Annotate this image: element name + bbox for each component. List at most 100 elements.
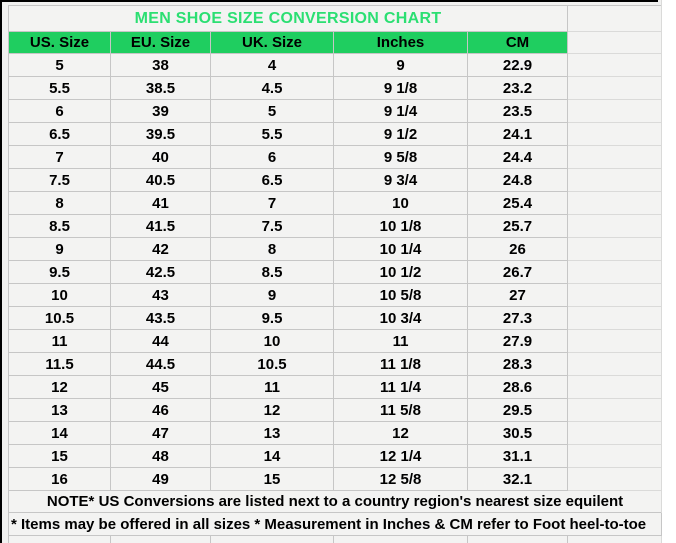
table-cell[interactable]: 24.1 xyxy=(468,123,568,146)
table-cell[interactable]: 42 xyxy=(111,238,211,261)
table-cell[interactable]: 27.3 xyxy=(468,307,568,330)
table-cell[interactable]: 13 xyxy=(211,422,334,445)
table-cell[interactable]: 49 xyxy=(111,468,211,491)
table-cell[interactable]: 8 xyxy=(9,192,111,215)
table-cell[interactable]: 4 xyxy=(211,54,334,77)
table-cell[interactable]: 9 5/8 xyxy=(334,146,468,169)
column-header[interactable]: EU. Size xyxy=(111,32,211,54)
table-cell[interactable]: 11 5/8 xyxy=(334,399,468,422)
table-cell[interactable]: 48 xyxy=(111,445,211,468)
empty-cell[interactable] xyxy=(568,376,662,399)
table-cell[interactable]: 5.5 xyxy=(9,77,111,100)
table-cell[interactable]: 9.5 xyxy=(9,261,111,284)
table-cell[interactable]: 16 xyxy=(9,468,111,491)
table-cell[interactable]: 9.5 xyxy=(211,307,334,330)
empty-cell[interactable] xyxy=(568,422,662,445)
table-cell[interactable]: 32.1 xyxy=(468,468,568,491)
empty-cell[interactable] xyxy=(9,536,111,543)
table-cell[interactable]: 14 xyxy=(211,445,334,468)
table-cell[interactable]: 7.5 xyxy=(9,169,111,192)
table-cell[interactable]: 12 1/4 xyxy=(334,445,468,468)
empty-cell[interactable] xyxy=(568,146,662,169)
table-cell[interactable]: 11 xyxy=(9,330,111,353)
table-cell[interactable]: 9 1/4 xyxy=(334,100,468,123)
table-cell[interactable]: 9 1/2 xyxy=(334,123,468,146)
table-cell[interactable]: 28.3 xyxy=(468,353,568,376)
empty-cell[interactable] xyxy=(468,536,568,543)
table-cell[interactable]: 23.5 xyxy=(468,100,568,123)
table-cell[interactable]: 10.5 xyxy=(211,353,334,376)
table-cell[interactable]: 10 5/8 xyxy=(334,284,468,307)
table-cell[interactable]: 13 xyxy=(9,399,111,422)
table-cell[interactable]: 15 xyxy=(211,468,334,491)
column-header[interactable]: UK. Size xyxy=(211,32,334,54)
empty-cell[interactable] xyxy=(568,238,662,261)
table-cell[interactable]: 15 xyxy=(9,445,111,468)
table-cell[interactable]: 7 xyxy=(9,146,111,169)
table-cell[interactable]: 12 xyxy=(9,376,111,399)
empty-cell[interactable] xyxy=(568,6,662,32)
empty-cell[interactable] xyxy=(211,536,334,543)
column-header[interactable]: CM xyxy=(468,32,568,54)
empty-cell[interactable] xyxy=(568,353,662,376)
table-cell[interactable]: 10.5 xyxy=(9,307,111,330)
empty-cell[interactable] xyxy=(568,468,662,491)
table-cell[interactable]: 47 xyxy=(111,422,211,445)
table-cell[interactable]: 11 xyxy=(334,330,468,353)
table-cell[interactable]: 4.5 xyxy=(211,77,334,100)
empty-cell[interactable] xyxy=(111,536,211,543)
table-cell[interactable]: 9 xyxy=(211,284,334,307)
table-cell[interactable]: 10 1/8 xyxy=(334,215,468,238)
table-cell[interactable]: 9 1/8 xyxy=(334,77,468,100)
empty-cell[interactable] xyxy=(568,77,662,100)
empty-cell[interactable] xyxy=(568,192,662,215)
table-cell[interactable]: 22.9 xyxy=(468,54,568,77)
table-cell[interactable]: 40.5 xyxy=(111,169,211,192)
empty-cell[interactable] xyxy=(568,169,662,192)
table-cell[interactable]: 43 xyxy=(111,284,211,307)
table-cell[interactable]: 11 xyxy=(211,376,334,399)
table-cell[interactable]: 41.5 xyxy=(111,215,211,238)
column-header[interactable]: Inches xyxy=(334,32,468,54)
table-cell[interactable]: 24.4 xyxy=(468,146,568,169)
table-cell[interactable]: 11 1/8 xyxy=(334,353,468,376)
table-cell[interactable]: 39 xyxy=(111,100,211,123)
table-cell[interactable]: 10 1/4 xyxy=(334,238,468,261)
empty-cell[interactable] xyxy=(568,215,662,238)
table-cell[interactable]: 9 3/4 xyxy=(334,169,468,192)
table-cell[interactable]: 46 xyxy=(111,399,211,422)
empty-cell[interactable] xyxy=(568,445,662,468)
table-cell[interactable]: 12 5/8 xyxy=(334,468,468,491)
table-cell[interactable]: 28.6 xyxy=(468,376,568,399)
column-header[interactable]: US. Size xyxy=(9,32,111,54)
table-cell[interactable]: 6.5 xyxy=(9,123,111,146)
table-cell[interactable]: 5 xyxy=(211,100,334,123)
note-secondary-text[interactable]: * Items may be offered in all sizes * Me… xyxy=(9,513,662,536)
table-cell[interactable]: 10 xyxy=(211,330,334,353)
table-cell[interactable]: 12 xyxy=(211,399,334,422)
table-cell[interactable]: 6.5 xyxy=(211,169,334,192)
table-cell[interactable]: 5 xyxy=(9,54,111,77)
table-cell[interactable]: 27 xyxy=(468,284,568,307)
table-cell[interactable]: 7 xyxy=(211,192,334,215)
chart-title[interactable]: MEN SHOE SIZE CONVERSION CHART xyxy=(9,6,568,32)
table-cell[interactable]: 14 xyxy=(9,422,111,445)
table-cell[interactable]: 39.5 xyxy=(111,123,211,146)
table-cell[interactable]: 40 xyxy=(111,146,211,169)
empty-cell[interactable] xyxy=(568,261,662,284)
table-cell[interactable]: 26 xyxy=(468,238,568,261)
table-cell[interactable]: 23.2 xyxy=(468,77,568,100)
table-cell[interactable]: 9 xyxy=(334,54,468,77)
empty-cell[interactable] xyxy=(334,536,468,543)
table-cell[interactable]: 27.9 xyxy=(468,330,568,353)
table-cell[interactable]: 25.4 xyxy=(468,192,568,215)
table-cell[interactable]: 10 1/2 xyxy=(334,261,468,284)
table-cell[interactable]: 30.5 xyxy=(468,422,568,445)
empty-cell[interactable] xyxy=(568,32,662,54)
table-cell[interactable]: 8 xyxy=(211,238,334,261)
empty-cell[interactable] xyxy=(568,399,662,422)
table-cell[interactable]: 43.5 xyxy=(111,307,211,330)
table-cell[interactable]: 41 xyxy=(111,192,211,215)
table-cell[interactable]: 11.5 xyxy=(9,353,111,376)
table-cell[interactable]: 6 xyxy=(211,146,334,169)
